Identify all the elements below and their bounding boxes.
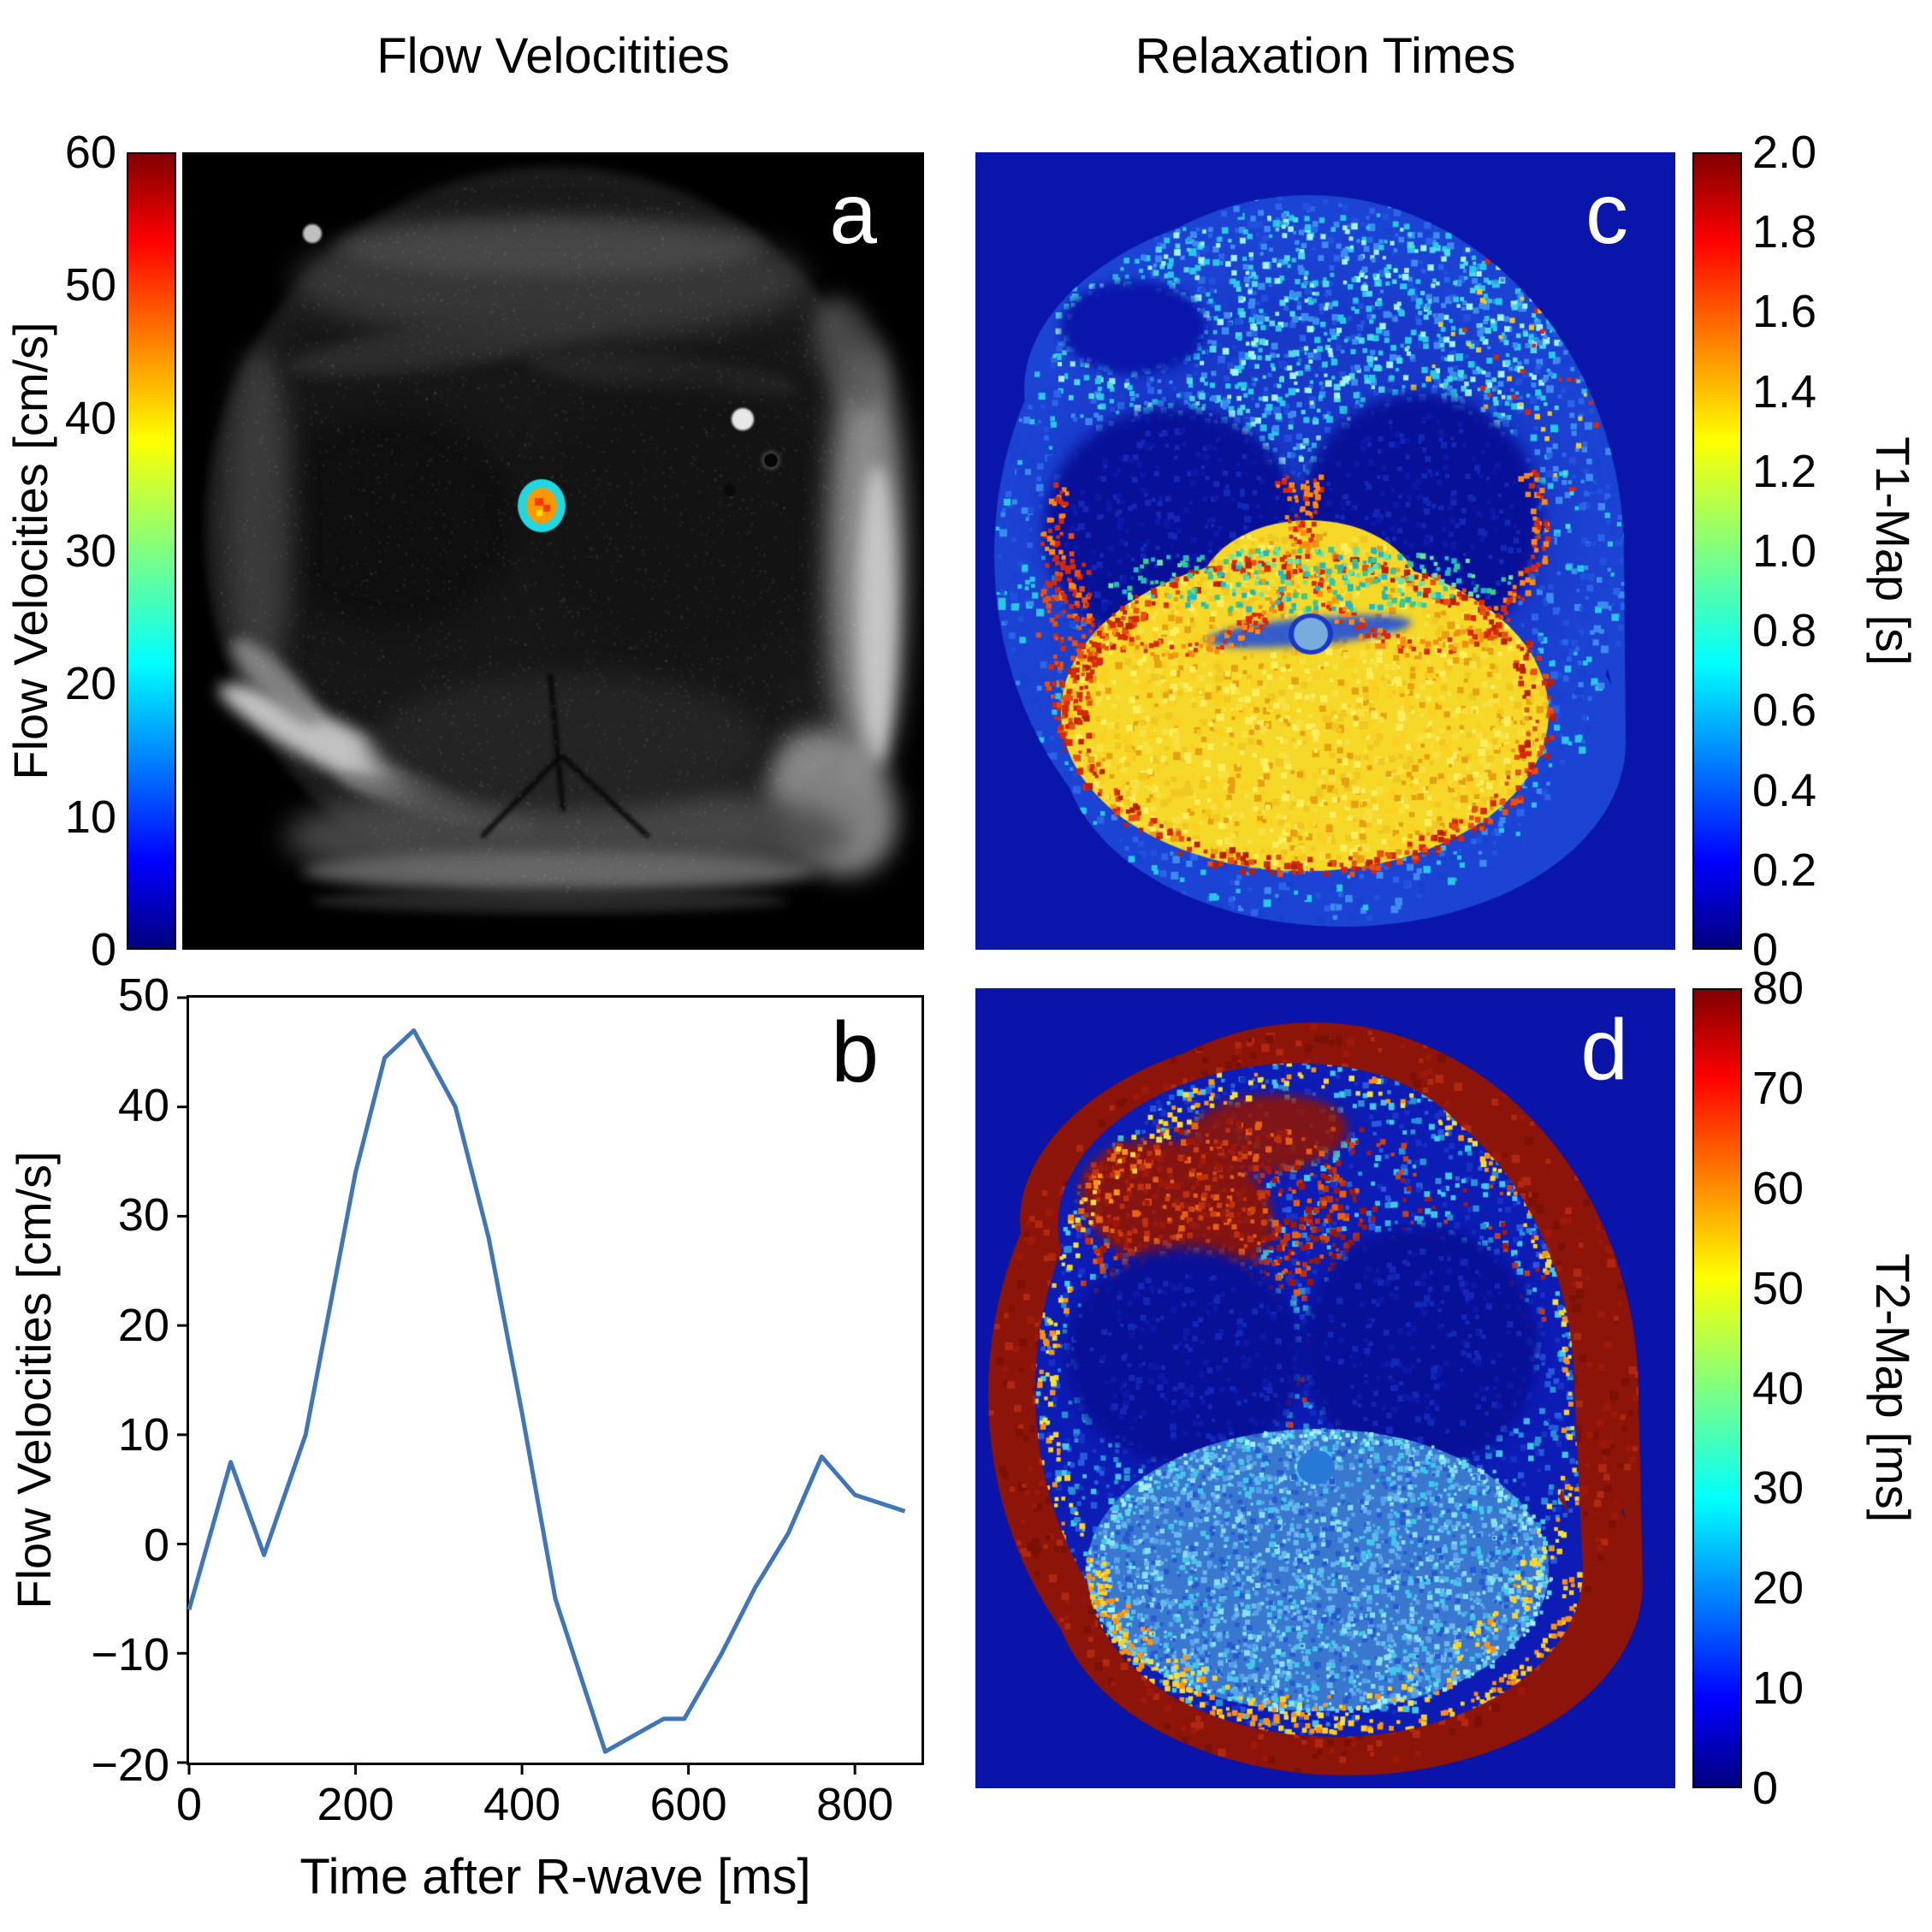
- tick-label: 40: [117, 1079, 169, 1131]
- tick-label: 30: [1752, 1462, 1805, 1514]
- tick-label: 80: [1752, 963, 1805, 1014]
- mri-magnitude-canvas: [182, 152, 924, 950]
- tick-label: 1.0: [1752, 525, 1817, 577]
- panel-d-letter: d: [1580, 1002, 1628, 1098]
- colorbar-a-ticks: 60 50 40 30 20 10 0: [0, 129, 116, 973]
- chart-y-ticks: 50 40 30 20 10 0 −10 −20: [0, 972, 169, 1788]
- t2-map-canvas: [975, 988, 1675, 1788]
- tick-label: 70: [1752, 1062, 1805, 1114]
- tick-label: 50: [64, 259, 116, 311]
- tick-label: 0.2: [1752, 844, 1817, 896]
- tick-label: 0: [1752, 924, 1779, 975]
- colorbar-d-axis-label: T2-Map [ms]: [1866, 1253, 1920, 1523]
- tick-label: 0.6: [1752, 684, 1817, 737]
- flow-curve: [187, 1028, 906, 1754]
- tick-label: 600: [649, 1779, 727, 1830]
- tick-label: 50: [1752, 1262, 1805, 1314]
- tick-label: 0: [175, 1779, 203, 1830]
- panel-b-flow-chart: b: [177, 995, 924, 1775]
- panel-c-t1-map: c: [975, 152, 1675, 950]
- panel-a-letter: a: [829, 166, 877, 262]
- tick-label: 20: [64, 658, 116, 710]
- tick-label: 0: [1752, 1763, 1779, 1814]
- column-title-relaxation-times: Relaxation Times: [1135, 28, 1516, 84]
- tick-label: 1.6: [1752, 286, 1817, 338]
- colorbar-d-ticks: 80 70 60 50 40 30 20 10 0: [1752, 965, 1881, 1811]
- tick-label: 1.2: [1752, 445, 1817, 497]
- colorbar-c-ticks: 2.0 1.8 1.6 1.4 1.2 1.0 0.8 0.6 0.4 0.2 0: [1752, 129, 1881, 973]
- tick-label: −10: [91, 1629, 169, 1681]
- tick-label: 30: [64, 525, 116, 577]
- tick-label: 0: [90, 924, 116, 975]
- tick-label: 1.4: [1752, 365, 1817, 418]
- tick-label: 200: [317, 1779, 394, 1830]
- panel-c-letter: c: [1585, 166, 1628, 262]
- tick-label: 1.8: [1752, 206, 1817, 258]
- colorbar-c-axis-label: T1-Map [s]: [1866, 436, 1920, 666]
- tick-label: −20: [91, 1739, 169, 1791]
- tick-label: 0: [143, 1519, 169, 1571]
- tick-label: 30: [117, 1189, 169, 1242]
- flow-velocity-curve: [177, 996, 906, 1775]
- chart-x-axis-label: Time after R-wave [ms]: [299, 1849, 811, 1905]
- colorbar-d-jet: [1692, 988, 1742, 1788]
- column-title-flow-velocities: Flow Velocitities: [376, 28, 730, 84]
- tick-label: 60: [64, 127, 116, 178]
- tick-label: 800: [816, 1779, 894, 1830]
- chart-x-ticks: 0 200 400 600 800: [176, 1779, 924, 1833]
- colorbar-c-jet: [1692, 152, 1742, 950]
- tick-label: 50: [117, 969, 169, 1021]
- tick-label: 0.4: [1752, 764, 1817, 816]
- panel-b-letter: b: [831, 1005, 879, 1100]
- tick-label: 20: [1752, 1562, 1805, 1615]
- tick-label: 40: [64, 392, 116, 444]
- tick-label: 20: [117, 1299, 169, 1351]
- colorbar-a-jet: [127, 152, 176, 950]
- t1-map-canvas: [975, 152, 1675, 950]
- tick-label: 10: [64, 791, 116, 843]
- tick-label: 0.8: [1752, 605, 1817, 657]
- tick-label: 400: [483, 1779, 561, 1830]
- panel-d-t2-map: d: [975, 988, 1675, 1788]
- tick-label: 10: [1752, 1662, 1805, 1715]
- tick-label: 10: [117, 1409, 169, 1461]
- tick-label: 40: [1752, 1362, 1805, 1414]
- panel-a-mri-image: a: [182, 152, 924, 950]
- tick-label: 2.0: [1752, 127, 1817, 178]
- tick-label: 60: [1752, 1162, 1805, 1214]
